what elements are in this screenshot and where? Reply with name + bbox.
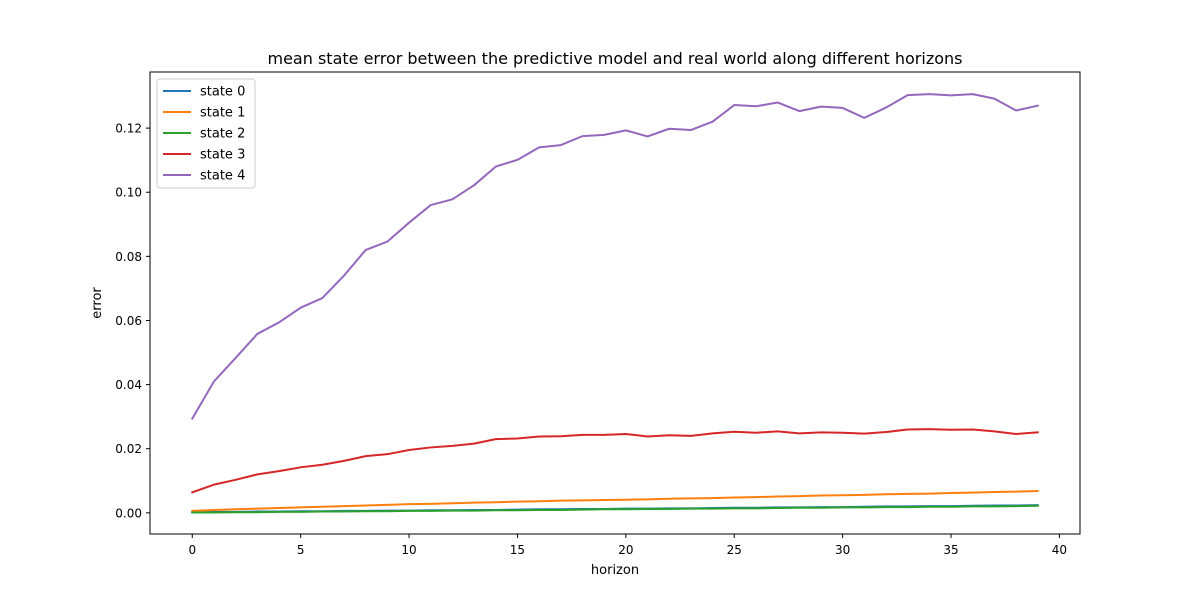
y-tick-label: 0.08	[115, 250, 142, 264]
y-tick-label: 0.10	[115, 186, 142, 200]
x-tick-label: 5	[297, 543, 305, 557]
legend-label: state 4	[200, 169, 245, 184]
series-line-state-3	[190, 428, 1039, 494]
series-layer	[190, 93, 1039, 514]
legend-label: state 1	[200, 106, 245, 121]
legend-box	[156, 78, 256, 189]
x-tick-label: 25	[727, 543, 742, 557]
chart-title: mean state error between the predictive …	[268, 49, 963, 68]
x-tick-label: 20	[618, 543, 633, 557]
series-line-state-4	[190, 93, 1039, 420]
y-tick-label: 0.00	[115, 506, 142, 520]
legend: state 0 state 1 state 2 state 3 state 4	[156, 78, 256, 189]
y-tick-label: 0.02	[115, 442, 142, 456]
x-tick-label: 10	[401, 543, 416, 557]
y-tick-label: 0.06	[115, 314, 142, 328]
x-axis-label: horizon	[591, 563, 639, 578]
x-tick-label: 30	[835, 543, 850, 557]
series-line-state-1	[191, 490, 1039, 512]
legend-label: state 2	[200, 127, 245, 142]
x-tick-label: 0	[188, 543, 196, 557]
y-axis-label: error	[90, 287, 105, 319]
y-tick-label: 0.12	[115, 122, 142, 136]
y-axis-ticks: 0.00 0.02 0.04 0.06 0.08 0.10 0.12	[115, 122, 150, 520]
x-tick-label: 15	[510, 543, 525, 557]
x-tick-label: 40	[1052, 543, 1067, 557]
x-axis-ticks: 0 5 10 15 20 25 30 35 40	[188, 534, 1067, 557]
plot-area-frame	[149, 71, 1081, 535]
series-line-state-2	[191, 504, 1039, 514]
y-tick-label: 0.04	[115, 378, 142, 392]
x-tick-label: 35	[943, 543, 958, 557]
legend-label: state 0	[200, 85, 245, 100]
legend-label: state 3	[200, 148, 245, 163]
